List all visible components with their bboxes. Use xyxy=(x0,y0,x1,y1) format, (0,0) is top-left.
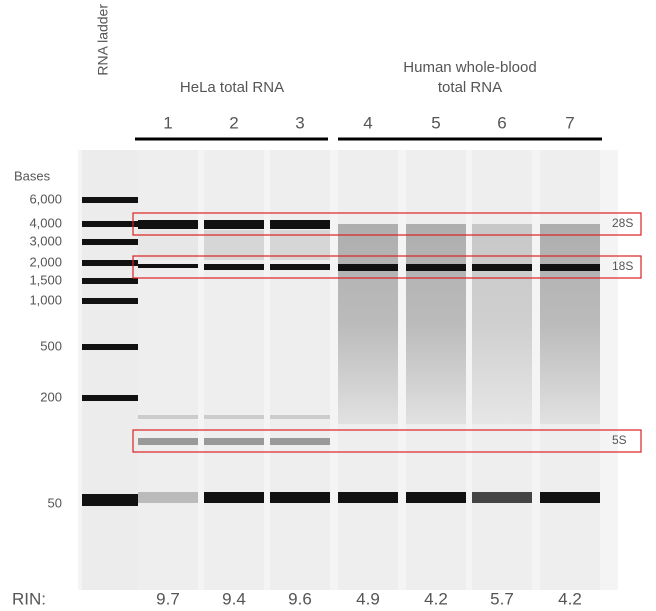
smear xyxy=(406,224,466,424)
band xyxy=(540,264,600,271)
rin-value: 9.7 xyxy=(156,589,180,608)
ladder-band xyxy=(82,395,142,401)
group-label: total RNA xyxy=(438,79,502,96)
region-box xyxy=(132,255,642,279)
group-label: Human whole-blood xyxy=(403,59,536,76)
ladder-band xyxy=(82,197,142,203)
size-label: 6,000 xyxy=(29,191,62,206)
band xyxy=(204,438,264,445)
band xyxy=(138,438,198,445)
lane-bg xyxy=(138,150,198,590)
region-box xyxy=(132,212,642,236)
lane-number: 3 xyxy=(295,113,304,132)
ladder-band xyxy=(82,221,142,227)
region-label: 18S xyxy=(612,259,633,273)
band xyxy=(338,492,398,503)
size-label: 4,000 xyxy=(29,215,62,230)
size-label: 3,000 xyxy=(29,233,62,248)
band xyxy=(204,492,264,503)
smear xyxy=(338,224,398,424)
smear xyxy=(472,224,532,424)
rin-value: 4.9 xyxy=(356,589,380,608)
gel xyxy=(78,150,618,590)
ladder-band xyxy=(82,260,142,266)
band xyxy=(138,415,198,419)
band xyxy=(138,264,198,268)
band xyxy=(472,264,532,271)
ladder-band xyxy=(82,344,142,350)
size-label: 500 xyxy=(40,338,62,353)
band xyxy=(204,264,264,270)
band xyxy=(204,415,264,419)
band xyxy=(540,492,600,503)
band xyxy=(270,492,330,503)
lane-bg xyxy=(204,150,264,590)
ladder-band xyxy=(82,278,142,284)
band xyxy=(138,220,198,229)
smear xyxy=(540,224,600,424)
rin-value: 4.2 xyxy=(558,589,582,608)
lane-number: 4 xyxy=(363,113,372,132)
band xyxy=(270,264,330,270)
region-label: 5S xyxy=(612,433,627,447)
lane xyxy=(138,150,198,590)
size-label: 200 xyxy=(40,389,62,404)
rin-value: 9.4 xyxy=(222,589,246,608)
band xyxy=(406,264,466,271)
ladder-band xyxy=(82,298,142,304)
lane-number: 7 xyxy=(565,113,574,132)
lane-bg xyxy=(270,150,330,590)
size-label: 1,500 xyxy=(29,272,62,287)
size-label: 1,000 xyxy=(29,292,62,307)
size-label: 50 xyxy=(48,495,62,510)
group-label: HeLa total RNA xyxy=(180,79,284,96)
rin-value: 5.7 xyxy=(490,589,514,608)
ladder-band xyxy=(82,494,142,506)
rin-value: 4.2 xyxy=(424,589,448,608)
band xyxy=(406,492,466,503)
lane xyxy=(406,150,466,590)
lane xyxy=(472,150,532,590)
region-label: 28S xyxy=(612,216,633,230)
band xyxy=(204,220,264,229)
lane-number: 1 xyxy=(163,113,172,132)
axis-title: Bases xyxy=(14,168,51,183)
lane-number: 5 xyxy=(431,113,440,132)
band xyxy=(270,220,330,229)
region-box xyxy=(132,429,642,453)
ladder-label: RNA ladder xyxy=(95,4,111,76)
band xyxy=(138,492,198,503)
rin-value: 9.6 xyxy=(288,589,312,608)
lane xyxy=(204,150,264,590)
lane xyxy=(540,150,600,590)
lane-number: 6 xyxy=(497,113,506,132)
band xyxy=(338,264,398,271)
band xyxy=(270,415,330,419)
band xyxy=(270,438,330,445)
size-label: 2,000 xyxy=(29,254,62,269)
lane-number: 2 xyxy=(229,113,238,132)
lane xyxy=(270,150,330,590)
rin-label: RIN: xyxy=(12,589,46,608)
lane xyxy=(338,150,398,590)
ladder-band xyxy=(82,239,142,245)
band xyxy=(472,492,532,503)
